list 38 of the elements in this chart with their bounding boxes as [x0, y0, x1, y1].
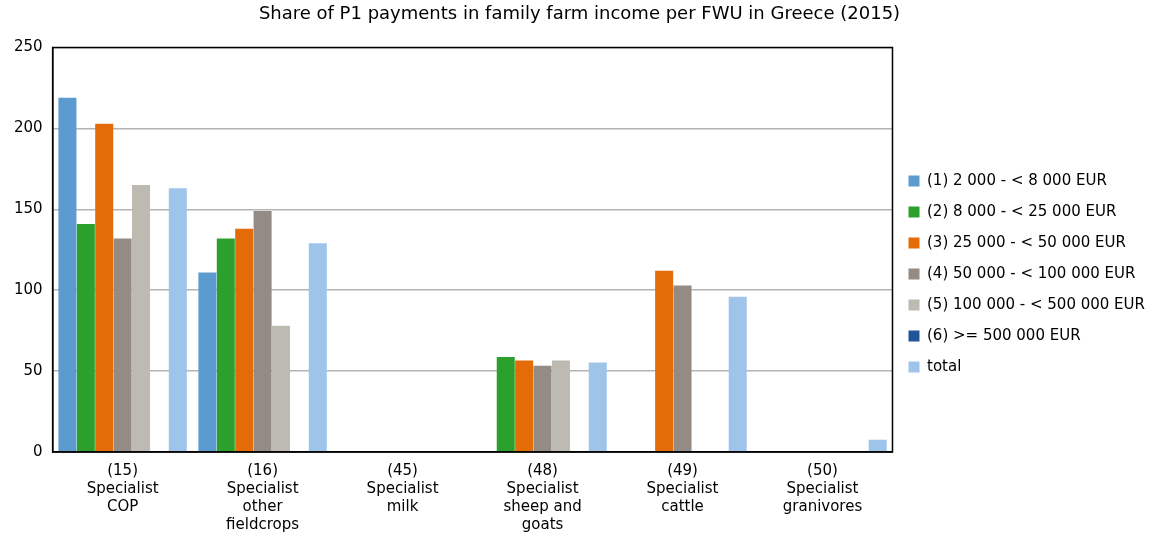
legend-label: (2) 8 000 - < 25 000 EUR	[926, 201, 1117, 220]
bar	[728, 296, 747, 452]
bar	[588, 362, 607, 452]
bar	[655, 270, 674, 452]
bar	[533, 365, 552, 452]
bar	[496, 357, 515, 452]
legend-label: (4) 50 000 - < 100 000 EUR	[926, 263, 1136, 282]
y-tick-label: 100	[13, 280, 43, 299]
y-tick-label: 200	[13, 118, 43, 137]
y-tick-label: 50	[23, 361, 43, 380]
bar	[515, 360, 534, 452]
y-tick-label: 150	[13, 199, 43, 218]
x-tick-label: (49) Specialist cattle	[646, 460, 719, 515]
x-tick-label: (48) Specialist sheep and goats	[503, 460, 582, 533]
bar	[76, 223, 95, 452]
legend-label: (3) 25 000 - < 50 000 EUR	[926, 232, 1126, 251]
legend-label: total	[926, 356, 962, 375]
bar	[235, 228, 254, 452]
x-tick-label: (45) Specialist milk	[366, 460, 439, 515]
bar	[673, 285, 692, 452]
legend-label: (5) 100 000 - < 500 000 EUR	[926, 294, 1146, 313]
bar	[58, 97, 77, 452]
bar	[168, 188, 187, 452]
x-tick-label: (50) Specialist granivores	[782, 460, 863, 515]
bar	[308, 243, 327, 452]
bar	[253, 210, 272, 452]
legend-label: (1) 2 000 - < 8 000 EUR	[926, 170, 1107, 189]
bar	[216, 238, 235, 452]
x-tick-label: (16) Specialist other fieldcrops	[226, 460, 300, 533]
bar	[868, 439, 887, 452]
chart-title: Share of P1 payments in family farm income per FWU in Greece (2015)	[258, 2, 901, 24]
y-tick-label: 0	[33, 441, 43, 460]
bar	[198, 272, 217, 452]
x-tick-label: (15) Specialist COP	[86, 460, 159, 515]
legend-label: (6) >= 500 000 EUR	[926, 325, 1081, 344]
y-tick-label: 250	[13, 37, 43, 56]
bar	[95, 123, 114, 452]
bar	[113, 238, 132, 452]
